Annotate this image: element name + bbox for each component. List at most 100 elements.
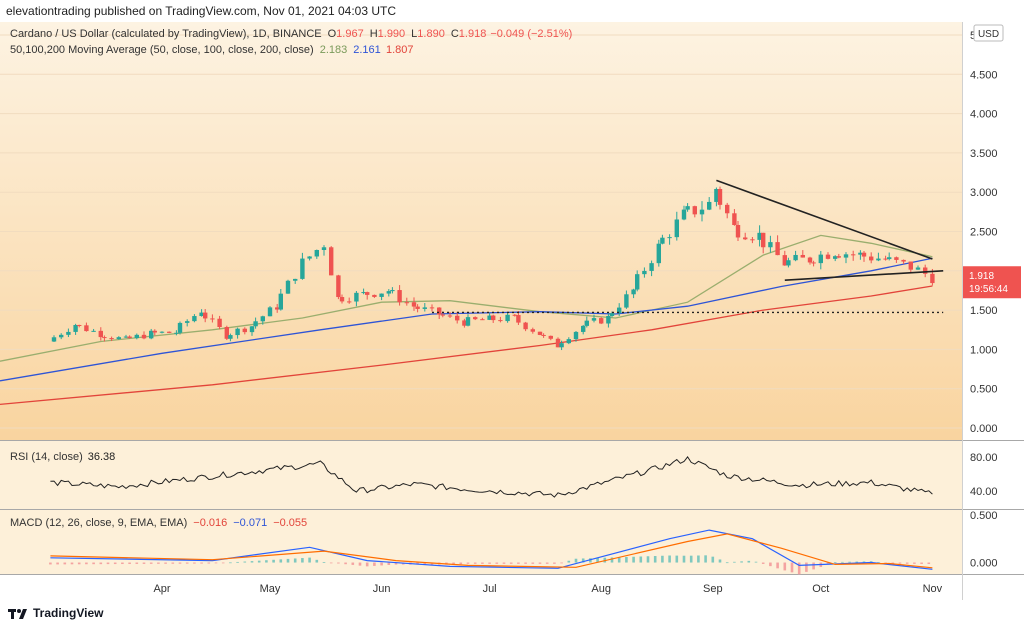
candle-body	[887, 257, 892, 260]
macd-histogram-bar	[308, 557, 311, 563]
macd-histogram-bar	[351, 562, 355, 565]
candle-body	[599, 318, 604, 324]
rsi-line	[50, 456, 933, 498]
candle-body	[217, 318, 222, 328]
candle-body	[861, 252, 867, 257]
macd-histogram-bar	[913, 562, 916, 564]
candle-body	[732, 213, 737, 225]
candle-body	[649, 263, 654, 271]
ohlc-key: L	[411, 28, 417, 40]
price-tick-label: 3.500	[970, 148, 998, 160]
candle-body	[141, 334, 147, 339]
rsi-legend[interactable]: RSI (14, close) 36.38	[10, 451, 115, 463]
macd-histogram-bar	[329, 562, 333, 564]
macd-histogram-bar	[920, 562, 923, 564]
candle-body	[685, 206, 690, 210]
macd-histogram-bar	[826, 562, 830, 565]
candle-body	[735, 224, 741, 238]
candle-body	[656, 243, 661, 264]
macd-histogram-bar	[106, 562, 110, 565]
candle-body	[836, 256, 841, 258]
time-tick-label: Aug	[591, 583, 611, 595]
price-tick-label: 2.500	[970, 227, 998, 239]
macd-histogram-bar	[394, 562, 398, 565]
candle-body	[480, 319, 485, 321]
candle-body	[321, 247, 327, 251]
ohlc-value: 1.990	[378, 28, 406, 40]
macd-histogram-bar	[121, 562, 124, 565]
macd-histogram-bar	[653, 556, 657, 563]
macd-legend[interactable]: MACD (12, 26, close, 9, EMA, EMA) −0.016−…	[10, 517, 307, 529]
chart-frame[interactable]: 0.0000.5001.0001.5002.0002.5003.0003.500…	[0, 22, 1024, 600]
candle-body	[361, 292, 366, 294]
candle-body	[447, 315, 453, 317]
rsi-pane-background	[0, 441, 962, 509]
price-tick-label: 0.500	[970, 384, 998, 396]
macd-histogram-bar	[99, 562, 103, 565]
macd-histogram-bar	[531, 562, 535, 564]
candle-body	[930, 273, 935, 284]
chart-canvas[interactable]: 0.0000.5001.0001.5002.0002.5003.0003.500…	[0, 22, 1024, 600]
candle-body	[66, 331, 71, 335]
time-tick-label: May	[260, 583, 281, 595]
candle-body	[609, 313, 615, 316]
candle-body	[714, 188, 719, 202]
macd-histogram-bar	[711, 556, 715, 563]
macd-histogram-bar	[257, 560, 261, 563]
macd-histogram-bar	[488, 562, 491, 564]
macd-histogram-bar	[646, 556, 650, 563]
macd-histogram-bar	[682, 555, 686, 563]
symbol-legend[interactable]: Cardano / US Dollar (calculated by Tradi…	[10, 28, 572, 40]
macd-histogram-bar	[142, 562, 146, 564]
macd-histogram-bar	[373, 562, 376, 566]
candle-body	[915, 267, 921, 270]
candle-body	[152, 330, 157, 333]
ohlc-key: C	[451, 28, 459, 40]
macd-histogram-bar	[92, 562, 95, 565]
macd-histogram-bar	[625, 556, 628, 563]
svg-text:USD: USD	[978, 29, 999, 40]
macd-histogram-bar	[380, 562, 383, 566]
macd-histogram-bar	[229, 562, 232, 564]
macd-histogram-bar	[509, 562, 513, 564]
macd-histogram-bar	[805, 562, 808, 572]
currency-badge[interactable]: USD	[973, 24, 1004, 42]
candle-body	[883, 258, 888, 260]
candle-body	[843, 254, 849, 258]
candle-body	[818, 254, 823, 264]
candle-body	[307, 256, 312, 259]
macd-histogram-bar	[617, 557, 621, 563]
ma-legend[interactable]: 50,100,200 Moving Average (50, close, 10…	[10, 44, 414, 56]
tradingview-footer[interactable]: TradingView	[8, 603, 103, 623]
macd-histogram-bar	[322, 562, 326, 563]
macd-histogram-bar	[337, 562, 340, 564]
macd-histogram-bar	[236, 561, 239, 563]
macd-histogram-bar	[833, 562, 837, 563]
candle-body	[379, 293, 384, 297]
candle-body	[505, 314, 510, 322]
macd-histogram-bar	[502, 562, 506, 564]
macd-histogram-bar	[754, 561, 758, 563]
ohlc-key: O	[328, 28, 337, 40]
macd-pane: 0.500 0.000	[49, 510, 998, 575]
price-tick-label: 1.000	[970, 344, 998, 356]
macd-histogram-bar	[725, 562, 729, 564]
candle-body	[707, 201, 712, 210]
candle-body	[177, 322, 183, 333]
candle-body	[336, 275, 341, 298]
candle-body	[573, 331, 579, 340]
ohlc-value: 1.967	[336, 28, 364, 40]
candle-body	[858, 252, 863, 255]
candle-body	[354, 292, 359, 302]
macd-histogram-bar	[135, 562, 139, 564]
candle-body	[491, 315, 496, 321]
candle-body	[807, 257, 813, 263]
macd-histogram-bar	[905, 562, 909, 564]
candle-body	[314, 250, 319, 257]
candles	[51, 186, 935, 351]
time-axis: Apr May Jun Jul Aug Sep Oct Nov	[153, 583, 942, 595]
candle-body	[429, 307, 435, 309]
macd-histogram-bar	[517, 562, 520, 564]
macd-histogram-bar	[567, 560, 571, 563]
macd-histogram-bar	[250, 561, 254, 563]
